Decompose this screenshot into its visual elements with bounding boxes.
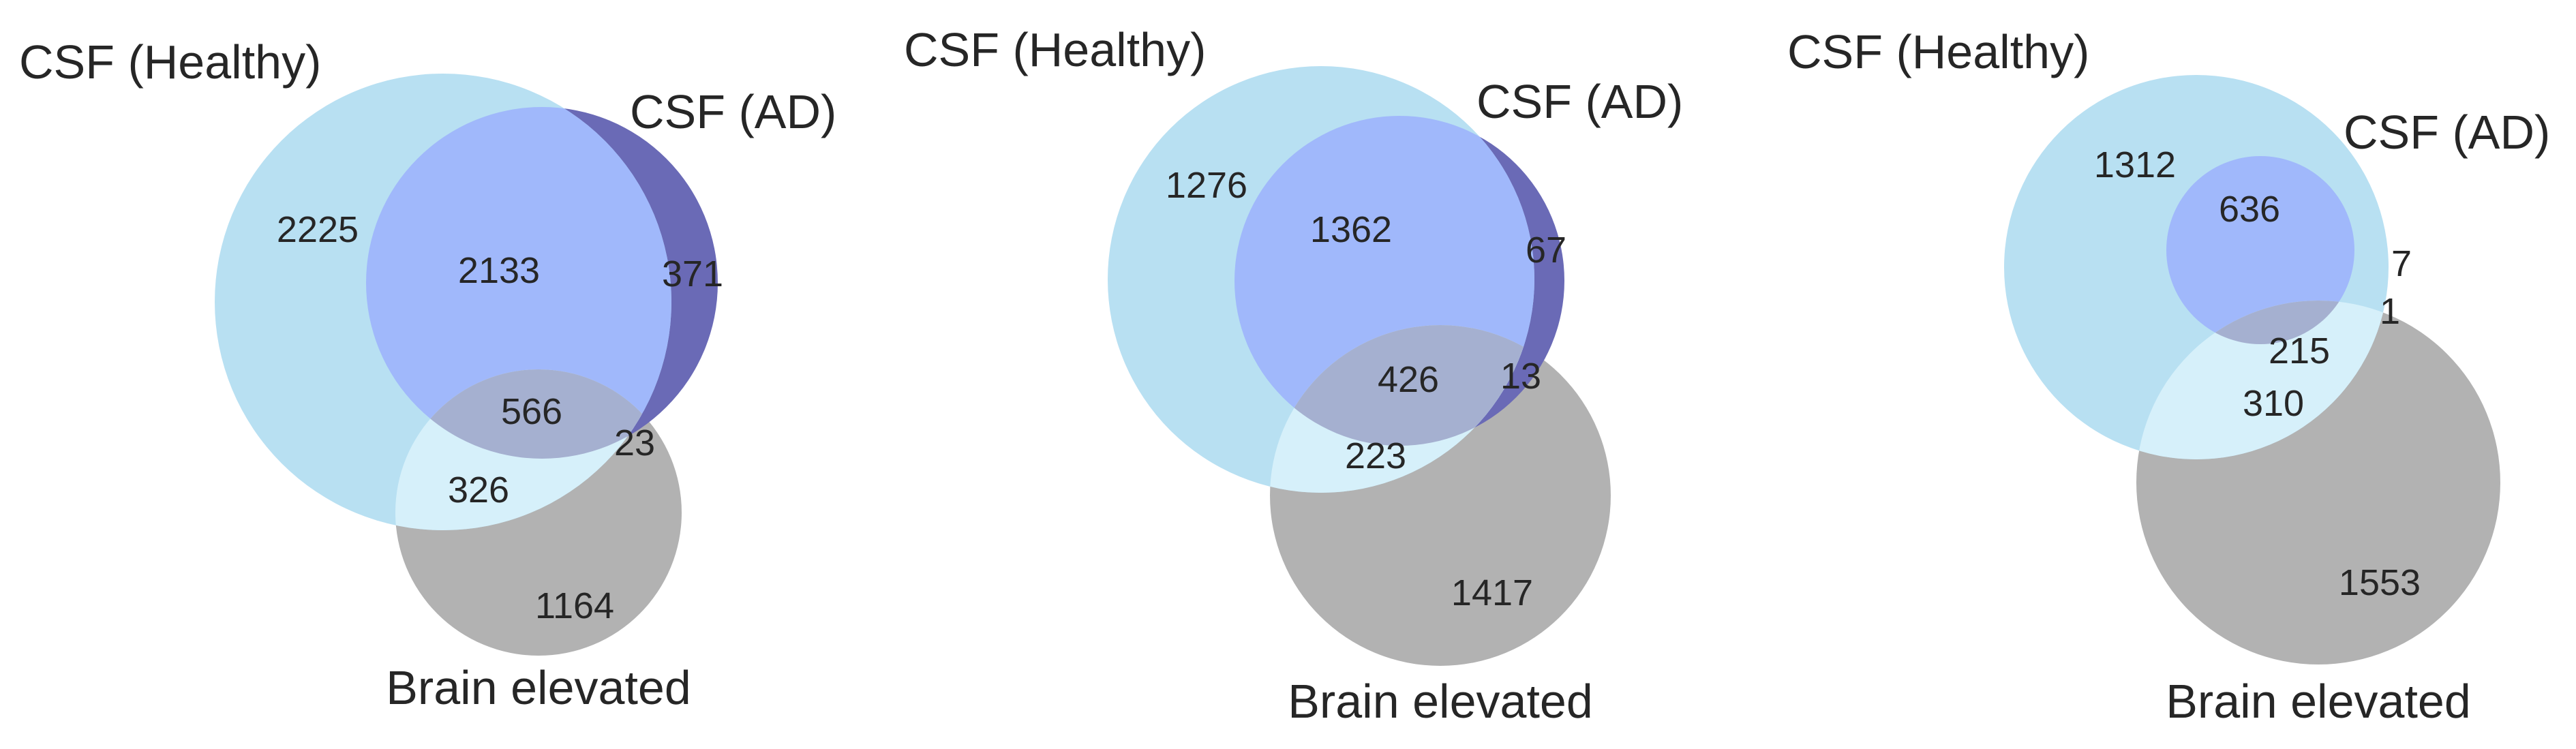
count-ad-only: 67	[1526, 230, 1566, 271]
count-ad-brain: 1	[2380, 291, 2400, 332]
venn-diagram-2: CSF (Healthy) CSF (AD) Brain elevated 12…	[904, 23, 1683, 728]
triple-region	[395, 369, 671, 459]
count-ad-brain: 13	[1500, 356, 1541, 397]
ad-label: CSF (AD)	[630, 85, 836, 138]
ad-label: CSF (AD)	[1476, 75, 1683, 128]
count-healthy-only: 1276	[1166, 165, 1247, 206]
count-healthy-ad: 2133	[458, 250, 540, 291]
brain-label: Brain elevated	[1288, 675, 1593, 728]
venn-diagram-3: CSF (Healthy) CSF (AD) Brain elevated 13…	[1787, 25, 2550, 728]
count-healthy-ad: 636	[2219, 189, 2280, 230]
count-healthy-brain: 223	[1345, 435, 1406, 476]
count-healthy-only: 2225	[277, 209, 359, 250]
count-brain-only: 1553	[2339, 562, 2421, 603]
brain-label: Brain elevated	[386, 661, 691, 714]
count-healthy-only: 1312	[2094, 144, 2176, 185]
count-ad-only: 7	[2391, 243, 2412, 284]
count-triple: 215	[2269, 331, 2330, 371]
count-ad-only: 371	[662, 254, 723, 294]
count-brain-only: 1164	[535, 585, 614, 626]
count-ad-brain: 23	[614, 423, 655, 463]
count-triple: 426	[1378, 359, 1439, 400]
count-triple: 566	[501, 391, 562, 432]
healthy-label: CSF (Healthy)	[19, 35, 321, 89]
healthy-ad-region	[2166, 156, 2354, 344]
count-healthy-ad: 1362	[1310, 209, 1392, 250]
count-healthy-brain: 326	[448, 470, 509, 510]
healthy-label: CSF (Healthy)	[1787, 25, 2089, 78]
brain-label: Brain elevated	[2166, 675, 2471, 728]
count-healthy-brain: 310	[2243, 383, 2304, 424]
venn-diagram-1: CSF (Healthy) CSF (AD) Brain elevated 22…	[19, 35, 836, 714]
healthy-label: CSF (Healthy)	[904, 23, 1206, 76]
healthy-ad-region	[366, 107, 671, 459]
ad-label: CSF (AD)	[2344, 106, 2550, 159]
count-brain-only: 1417	[1451, 572, 1533, 613]
healthy-brain-region	[2136, 301, 2389, 459]
